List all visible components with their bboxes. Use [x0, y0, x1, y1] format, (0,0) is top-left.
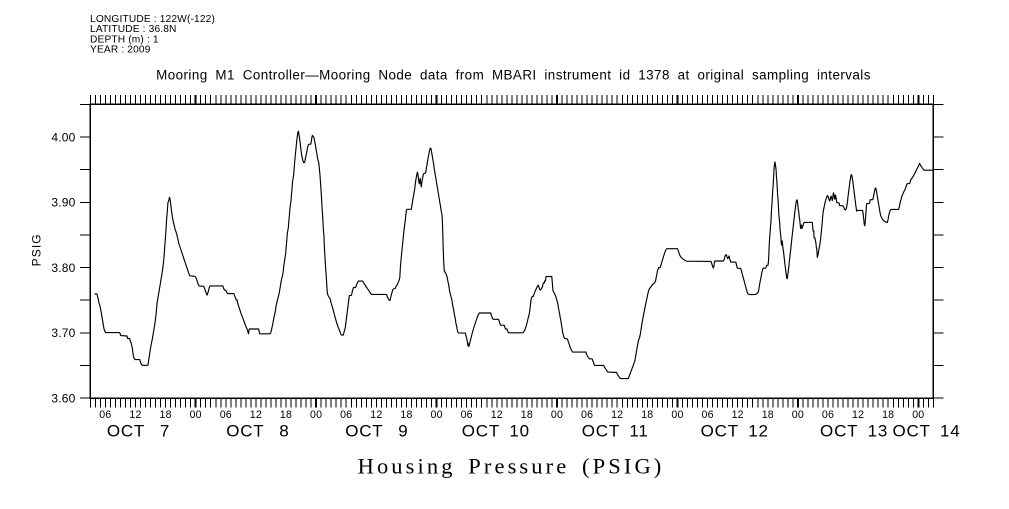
- svg-text:18: 18: [400, 409, 412, 421]
- svg-text:12: 12: [611, 409, 623, 421]
- svg-text:00: 00: [671, 409, 683, 421]
- svg-text:18: 18: [160, 409, 172, 421]
- svg-text:18: 18: [641, 409, 653, 421]
- svg-text:3.70: 3.70: [51, 326, 75, 340]
- svg-text:LATITUDE : 36.8N: LATITUDE : 36.8N: [90, 24, 177, 35]
- svg-text:3.60: 3.60: [51, 392, 75, 406]
- svg-text:OCT 10: OCT 10: [462, 422, 530, 441]
- svg-text:4.00: 4.00: [51, 130, 75, 144]
- svg-text:06: 06: [702, 409, 714, 421]
- svg-text:3.90: 3.90: [51, 196, 75, 210]
- svg-text:PSIG: PSIG: [30, 233, 44, 266]
- svg-text:12: 12: [732, 409, 744, 421]
- svg-text:18: 18: [521, 409, 533, 421]
- svg-text:00: 00: [792, 409, 804, 421]
- svg-text:06: 06: [220, 409, 232, 421]
- svg-text:00: 00: [912, 409, 924, 421]
- svg-text:00: 00: [310, 409, 322, 421]
- svg-text:18: 18: [882, 409, 894, 421]
- svg-text:3.80: 3.80: [51, 261, 75, 275]
- svg-text:OCT 8: OCT 8: [226, 422, 289, 441]
- svg-text:Housing Pressure (PSIG): Housing Pressure (PSIG): [358, 453, 665, 478]
- svg-text:OCT 12: OCT 12: [701, 422, 769, 441]
- svg-text:18: 18: [280, 409, 292, 421]
- svg-text:OCT 9: OCT 9: [345, 422, 408, 441]
- svg-text:12: 12: [129, 409, 141, 421]
- svg-text:06: 06: [581, 409, 593, 421]
- svg-text:06: 06: [340, 409, 352, 421]
- svg-text:06: 06: [461, 409, 473, 421]
- svg-text:OCT 14: OCT 14: [892, 422, 960, 441]
- svg-text:18: 18: [762, 409, 774, 421]
- svg-text:OCT 11: OCT 11: [582, 422, 649, 441]
- svg-text:YEAR : 2009: YEAR : 2009: [90, 45, 151, 56]
- svg-text:12: 12: [852, 409, 864, 421]
- svg-text:OCT 13: OCT 13: [820, 422, 888, 441]
- svg-text:06: 06: [822, 409, 834, 421]
- svg-text:12: 12: [491, 409, 503, 421]
- svg-text:DEPTH (m) : 1: DEPTH (m) : 1: [90, 34, 159, 45]
- svg-text:00: 00: [190, 409, 202, 421]
- svg-text:LONGITUDE : 122W(-122): LONGITUDE : 122W(-122): [90, 14, 215, 25]
- svg-text:OCT 7: OCT 7: [107, 422, 170, 441]
- svg-text:06: 06: [99, 409, 111, 421]
- svg-text:12: 12: [250, 409, 262, 421]
- svg-text:00: 00: [551, 409, 563, 421]
- svg-text:12: 12: [370, 409, 382, 421]
- svg-text:Mooring M1 Controller—Mooring: Mooring M1 Controller—Mooring Node data …: [156, 68, 871, 83]
- svg-text:00: 00: [431, 409, 443, 421]
